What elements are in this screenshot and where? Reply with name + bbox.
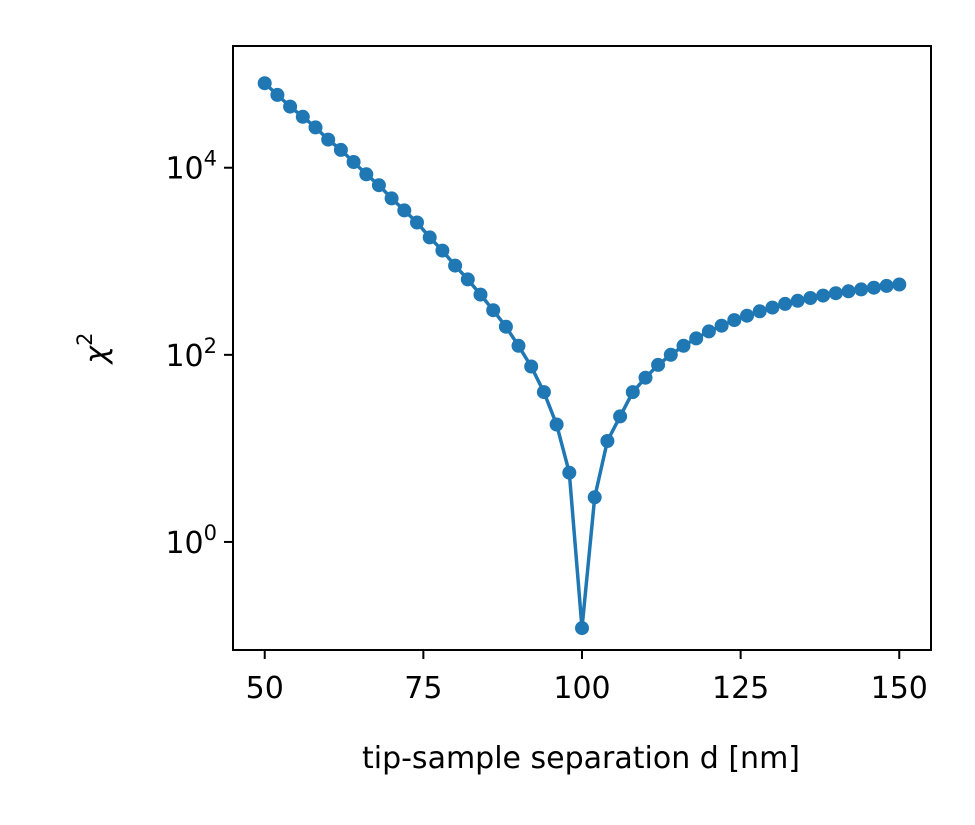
x-tick-label: 50: [246, 671, 284, 706]
y-tick-label: 100: [165, 521, 217, 561]
data-point: [562, 465, 577, 480]
data-point: [752, 304, 767, 319]
data-point: [498, 319, 513, 334]
data-point: [422, 230, 437, 245]
y-axis-label-exponent: 2: [73, 332, 97, 345]
y-tick-label: 102: [165, 334, 217, 374]
data-point: [663, 347, 678, 362]
data-point: [549, 417, 564, 432]
data-point: [397, 203, 412, 218]
plot-area: [233, 46, 931, 650]
data-point: [828, 286, 843, 301]
x-tick-label: 75: [404, 671, 442, 706]
data-point: [321, 132, 336, 147]
data-point: [816, 288, 831, 303]
data-point: [346, 155, 361, 169]
data-point: [460, 272, 475, 287]
plot-frame: [232, 45, 932, 651]
data-point: [613, 409, 628, 424]
data-point: [295, 109, 310, 124]
data-point: [625, 385, 640, 400]
y-axis-label: χ2: [73, 332, 114, 365]
data-point: [308, 120, 323, 135]
y-axis-ticks: 100 102 104: [165, 147, 233, 561]
data-point: [410, 215, 424, 230]
data-point: [283, 99, 298, 114]
data-point: [778, 296, 793, 311]
data-point: [727, 313, 742, 328]
x-axis-label: tip-sample separation d [nm]: [362, 741, 800, 776]
data-point: [511, 338, 526, 353]
data-point: [638, 370, 653, 385]
data-point: [676, 338, 691, 353]
data-point: [270, 87, 285, 102]
data-point: [587, 490, 602, 505]
data-point: [524, 359, 539, 374]
data-point: [803, 291, 818, 305]
x-tick-label: 150: [871, 671, 928, 706]
x-tick-label: 125: [712, 671, 769, 706]
data-points: [257, 76, 907, 636]
data-point: [790, 293, 805, 308]
data-point: [879, 278, 894, 293]
data-point: [600, 434, 615, 448]
data-point: [689, 331, 704, 346]
data-point: [575, 621, 589, 636]
data-point: [435, 243, 450, 258]
data-point: [651, 357, 666, 372]
x-axis-ticks: 50 75 100 125 150: [246, 650, 928, 706]
data-point: [257, 76, 272, 91]
data-point: [714, 318, 729, 333]
data-point: [854, 282, 869, 297]
y-tick-label: 104: [165, 147, 217, 187]
data-point: [448, 258, 463, 273]
data-point: [866, 280, 881, 295]
data-point: [473, 287, 488, 302]
data-point: [486, 303, 501, 318]
data-point: [371, 178, 386, 193]
data-point: [765, 300, 780, 315]
data-point: [740, 308, 754, 323]
data-point: [701, 324, 716, 339]
y-axis-label-symbol: χ: [79, 345, 114, 366]
data-point: [359, 167, 374, 182]
data-point: [384, 191, 399, 206]
data-point: [841, 284, 856, 299]
data-point: [333, 142, 348, 157]
data-point: [536, 385, 551, 400]
x-tick-label: 100: [553, 671, 610, 706]
data-point: [892, 277, 907, 292]
